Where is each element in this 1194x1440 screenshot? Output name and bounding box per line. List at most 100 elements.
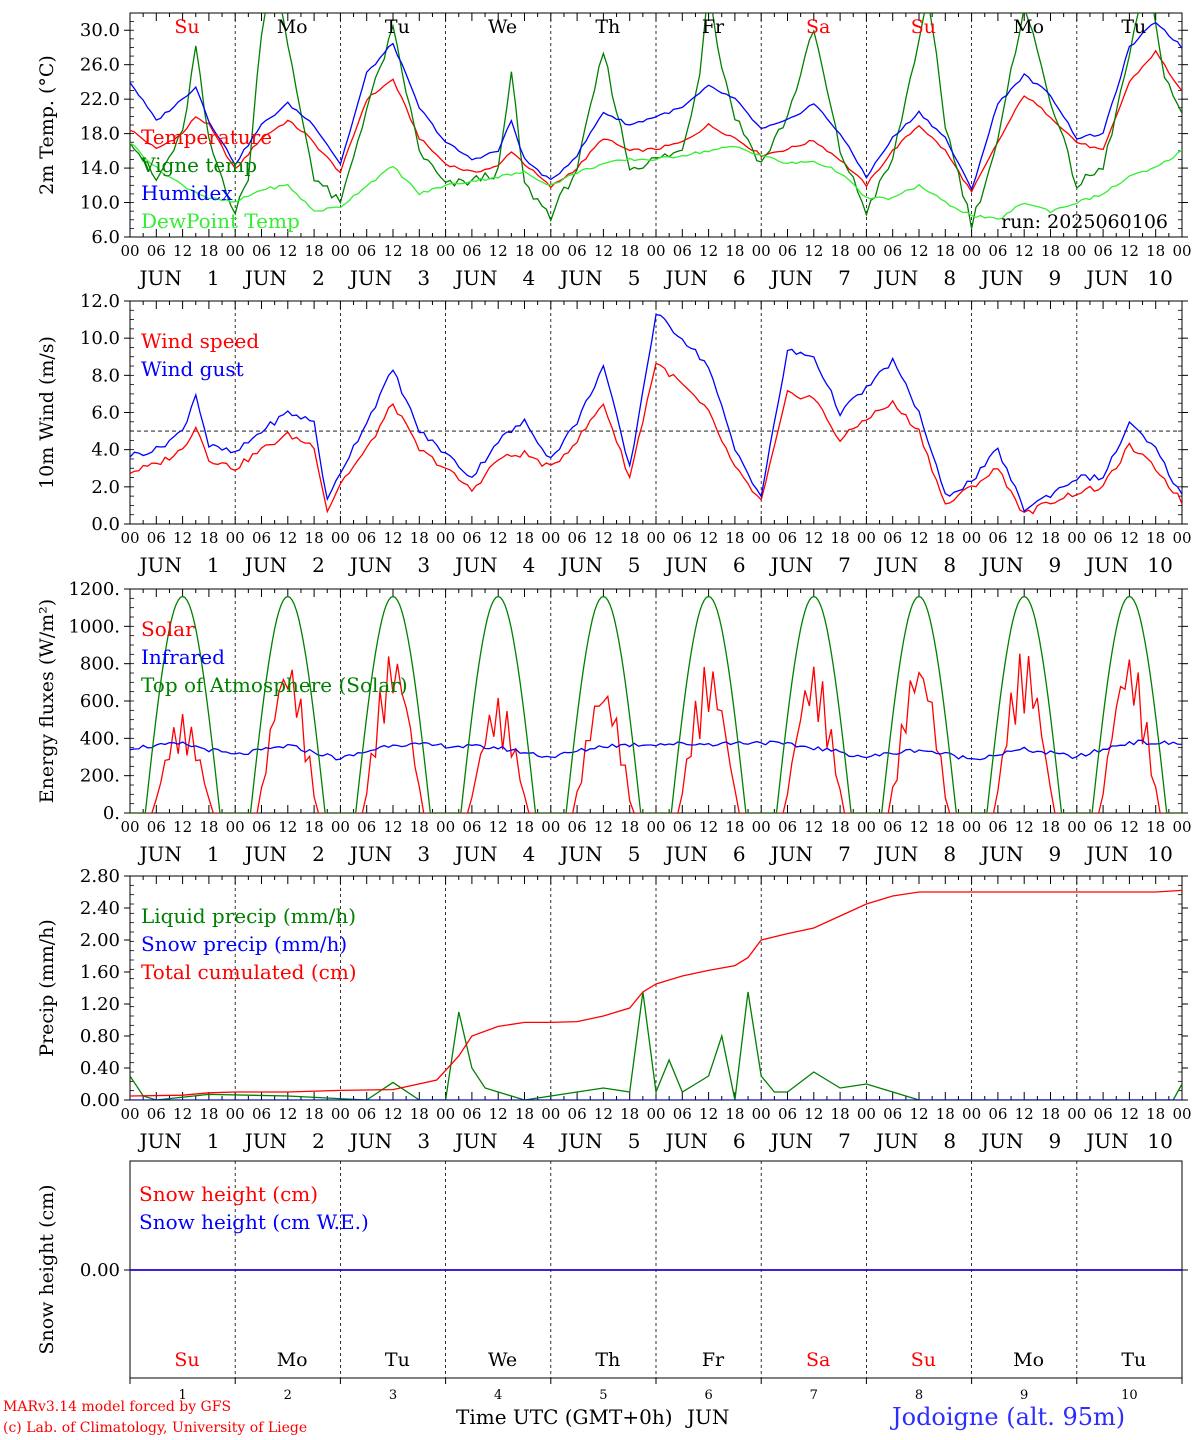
date-day-label: 5 — [628, 553, 641, 577]
hour-tick-label: 18 — [936, 242, 955, 260]
hour-tick-label: 06 — [357, 529, 376, 547]
bottom-date-label: 10 — [1121, 1388, 1138, 1403]
y-tick-label: 10.0 — [80, 193, 120, 214]
hour-tick-label: 00 — [962, 818, 981, 836]
hour-tick-label: 18 — [620, 818, 639, 836]
date-month-label: JUN — [348, 266, 392, 290]
hour-tick-label: 00 — [1067, 1105, 1086, 1123]
date-month-label: JUN — [558, 1129, 602, 1153]
weekday-label: Mo — [1013, 1349, 1044, 1371]
hour-tick-label: 12 — [173, 242, 192, 260]
y-tick-label: 30.0 — [80, 20, 120, 41]
hour-tick-label: 18 — [1041, 818, 1060, 836]
hour-tick-label: 18 — [1041, 242, 1060, 260]
hour-tick-label: 06 — [357, 1105, 376, 1123]
y-tick-label: 6.0 — [91, 403, 120, 424]
date-day-label: 8 — [943, 266, 956, 290]
hour-tick-label: 00 — [962, 529, 981, 547]
legend-entry: Solar — [141, 617, 195, 641]
hour-tick-label: 12 — [804, 242, 823, 260]
date-day-label: 6 — [733, 842, 746, 866]
station-name: Jodoigne (alt. 95m) — [892, 1403, 1126, 1431]
y-tick-label: 2.40 — [80, 898, 120, 919]
hour-tick-label: 18 — [831, 1105, 850, 1123]
date-day-label: 4 — [523, 553, 536, 577]
date-day-label: 1 — [207, 553, 220, 577]
y-tick-label: 0.80 — [80, 1026, 120, 1047]
series-wind-gust — [130, 313, 1182, 513]
series-top-of-atmosphere-solar- — [130, 595, 1182, 813]
date-month-label: JUN — [137, 266, 181, 290]
plot-frame — [129, 588, 1183, 814]
hour-tick-label: 00 — [541, 242, 560, 260]
y-tick-label: 800. — [80, 654, 120, 675]
hour-tick-label: 00 — [226, 529, 245, 547]
hour-tick-label: 18 — [305, 242, 324, 260]
hour-tick-label: 18 — [725, 242, 744, 260]
hour-tick-label: 18 — [936, 818, 955, 836]
hour-tick-label: 00 — [1172, 1105, 1191, 1123]
hour-tick-label: 12 — [278, 818, 297, 836]
hour-tick-label: 18 — [831, 529, 850, 547]
date-day-label: 1 — [207, 266, 220, 290]
date-day-label: 2 — [312, 266, 325, 290]
hour-tick-label: 06 — [988, 242, 1007, 260]
y-tick-label: 400. — [80, 728, 120, 749]
date-month-label: JUN — [874, 1129, 918, 1153]
date-day-label: 8 — [943, 553, 956, 577]
hour-tick-label: 00 — [1067, 242, 1086, 260]
date-month-label: JUN — [769, 266, 813, 290]
hour-tick-label: 12 — [1015, 529, 1034, 547]
hour-tick-label: 06 — [568, 818, 587, 836]
y-tick-label: 10.0 — [80, 328, 120, 349]
hour-tick-label: 06 — [252, 818, 271, 836]
date-month-label: JUN — [663, 1129, 707, 1153]
hour-tick-label: 00 — [1067, 529, 1086, 547]
hour-tick-label: 00 — [226, 818, 245, 836]
legend-entry: Snow height (cm W.E.) — [139, 1210, 369, 1234]
date-month-label: JUN — [663, 266, 707, 290]
hour-tick-label: 12 — [1120, 818, 1139, 836]
date-day-label: 5 — [628, 266, 641, 290]
date-month-label: JUN — [348, 842, 392, 866]
hour-tick-label: 12 — [383, 242, 402, 260]
hour-tick-label: 00 — [331, 818, 350, 836]
hour-tick-label: 06 — [673, 242, 692, 260]
date-month-label: JUN — [663, 553, 707, 577]
hour-tick-label: 06 — [147, 818, 166, 836]
hour-tick-label: 06 — [147, 529, 166, 547]
date-month-label: JUN — [243, 1129, 287, 1153]
date-day-label: 7 — [838, 266, 851, 290]
bottom-date-label: 4 — [494, 1388, 502, 1403]
hour-tick-label: 06 — [1094, 242, 1113, 260]
plot-frame — [129, 300, 1183, 525]
hour-tick-label: 12 — [489, 529, 508, 547]
date-day-label: 7 — [838, 842, 851, 866]
hour-tick-label: 00 — [752, 242, 771, 260]
hour-tick-label: 12 — [909, 818, 928, 836]
weekday-label: Fr — [702, 16, 725, 38]
y-tick-label: 6.0 — [91, 227, 120, 248]
legend-entry: Total cumulated (cm) — [141, 960, 357, 984]
date-month-label: JUN — [558, 553, 602, 577]
x-axis-label: Time UTC (GMT+0h) — [456, 1405, 673, 1429]
series-vigne-temp — [130, 13, 1182, 229]
date-month-label: JUN — [1084, 842, 1128, 866]
hour-tick-label: 18 — [1146, 242, 1165, 260]
hour-tick-label: 06 — [252, 242, 271, 260]
hour-tick-label: 12 — [699, 1105, 718, 1123]
hour-tick-label: 00 — [646, 1105, 665, 1123]
hour-tick-label: 06 — [673, 818, 692, 836]
legend-entry: Snow height (cm) — [139, 1182, 318, 1206]
hour-tick-label: 18 — [831, 818, 850, 836]
weekday-label: We — [488, 1349, 517, 1371]
date-month-label: JUN — [348, 553, 392, 577]
date-day-label: 9 — [1049, 266, 1062, 290]
hour-tick-label: 12 — [594, 1105, 613, 1123]
date-day-label: 4 — [523, 266, 536, 290]
date-day-label: 5 — [628, 1129, 641, 1153]
hour-tick-label: 06 — [778, 529, 797, 547]
legend-entry: Wind speed — [141, 329, 259, 353]
date-day-label: 3 — [417, 1129, 430, 1153]
legend-entry: Temperature — [141, 125, 272, 149]
